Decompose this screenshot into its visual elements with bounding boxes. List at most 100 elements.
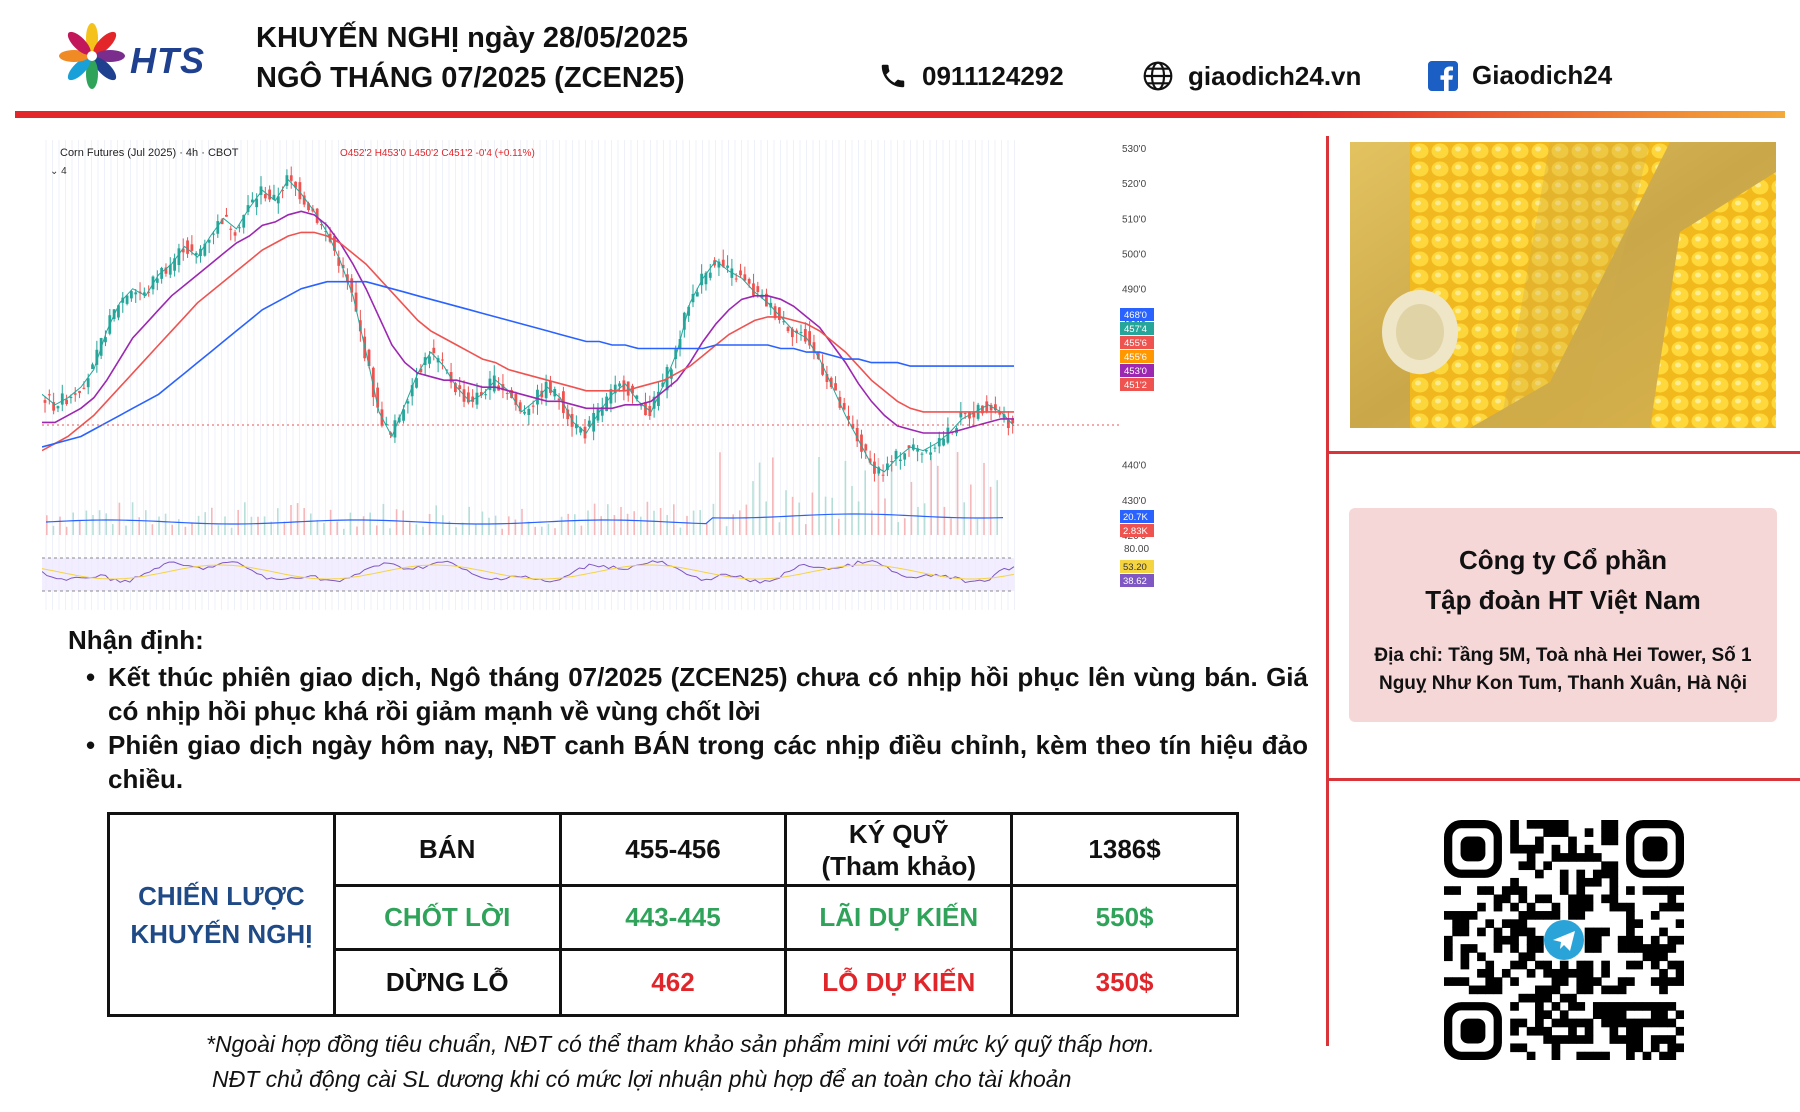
qr-module (1617, 1010, 1627, 1020)
qr-module (1601, 968, 1610, 978)
qr-module (1626, 944, 1635, 953)
price-candle-body (937, 438, 941, 447)
price-candle-body (587, 420, 591, 427)
qr-module (1477, 952, 1486, 962)
price-candle-body (812, 342, 816, 352)
sell-action: BÁN (332, 812, 562, 887)
price-candle-body (946, 427, 950, 443)
qr-module (1510, 927, 1519, 937)
rsi-tag-label: 38.62 (1123, 576, 1147, 587)
qr-module (1617, 935, 1627, 945)
price-candle-body (229, 228, 233, 230)
qr-module (1667, 902, 1677, 912)
volume-bar (956, 452, 959, 535)
qr-module (1650, 1035, 1660, 1044)
qr-module (1650, 935, 1660, 945)
qr-module (1634, 1018, 1644, 1028)
volume-bar (923, 503, 926, 535)
qr-module (1667, 1018, 1677, 1028)
qr-module (1568, 1035, 1577, 1044)
qr-module (1617, 1018, 1627, 1028)
price-candle-body (851, 423, 855, 429)
qr-module (1626, 960, 1635, 970)
qr-module (1667, 977, 1677, 986)
volume-bar (250, 516, 253, 535)
price-candle-body (216, 221, 220, 234)
qr-module (1543, 985, 1552, 995)
qr-module (1444, 911, 1453, 920)
qr-module (1675, 886, 1685, 895)
moving-average-line-4 (42, 280, 1014, 448)
qr-module (1535, 844, 1544, 854)
y-tick-label: 430'0 (1122, 496, 1147, 507)
qr-finder-outer (1444, 820, 1502, 878)
volume-tag-label: 20.7K (1123, 512, 1148, 523)
qr-module (1485, 968, 1495, 978)
phone-contact[interactable]: 0911124292 (878, 60, 1064, 92)
expected-loss-label: LỖ DỰ KIẾN (784, 948, 1014, 1017)
volume-bar (765, 501, 767, 535)
qr-module (1543, 861, 1552, 871)
price-candle-body (86, 378, 90, 388)
qr-module (1592, 877, 1602, 887)
price-candle-body (168, 264, 172, 275)
price-candle-body (821, 363, 824, 375)
qr-module (1444, 935, 1453, 945)
qr-module (1601, 820, 1610, 829)
qr-module (1559, 877, 1569, 887)
qr-module (1592, 927, 1602, 937)
volume-bar (996, 480, 998, 535)
qr-module (1667, 894, 1677, 904)
qr-module (1493, 985, 1503, 995)
price-candle-body (972, 411, 976, 418)
website-link[interactable]: giaodich24.vn (1142, 60, 1361, 92)
right-divider-top (1326, 451, 1800, 454)
qr-module (1518, 911, 1528, 920)
qr-module (1477, 927, 1486, 937)
price-candle-body (302, 195, 306, 205)
volume-bar (158, 516, 160, 535)
price-candle-body (907, 445, 911, 449)
price-candle-body (1011, 419, 1015, 424)
volume-bar (963, 502, 965, 535)
telegram-qr-code[interactable] (1444, 820, 1685, 1061)
volume-bar (92, 515, 94, 535)
volume-bar (257, 516, 259, 535)
qr-module (1634, 1035, 1644, 1044)
volume-bar (943, 506, 946, 535)
qr-module (1543, 828, 1552, 837)
page-subtitle: NGÔ THÁNG 07/2025 (ZCEN25) (256, 62, 685, 94)
y-tick-label: 510'0 (1122, 214, 1147, 225)
qr-module (1535, 869, 1544, 879)
expected-loss-amount: 350$ (1010, 948, 1239, 1017)
price-candle-body (574, 424, 578, 429)
volume-bar (191, 522, 193, 535)
qr-module (1485, 960, 1495, 970)
volume-bar (983, 462, 985, 535)
qr-module (1559, 960, 1569, 970)
company-address-line2: Nguỵ Như Kon Tum, Thanh Xuân, Hà Nội (1378, 673, 1748, 694)
price-candle-body (721, 259, 725, 267)
price-candle-body (747, 279, 751, 284)
qr-module (1609, 1018, 1619, 1028)
price-candle-body (320, 224, 323, 226)
strategy-label-line2: KHUYẾN NGHỊ (130, 918, 313, 949)
take-profit-action: CHỐT LỜI (332, 884, 562, 951)
qr-module (1642, 1051, 1652, 1061)
qr-module (1510, 977, 1519, 986)
qr-module (1601, 894, 1610, 904)
volume-bar (785, 490, 787, 535)
qr-module (1543, 1010, 1552, 1020)
facebook-link[interactable]: Giaodich24 (1428, 60, 1612, 91)
qr-module (1518, 952, 1528, 962)
qr-module (1592, 935, 1602, 945)
qr-module (1626, 919, 1635, 928)
qr-module (1510, 1026, 1519, 1036)
qr-module (1592, 869, 1602, 879)
qr-module (1510, 844, 1519, 854)
volume-bar (468, 506, 470, 535)
price-candle-body (959, 412, 963, 418)
volume-bar (290, 504, 292, 535)
qr-module (1535, 1018, 1544, 1028)
price-candle-body (834, 383, 837, 391)
